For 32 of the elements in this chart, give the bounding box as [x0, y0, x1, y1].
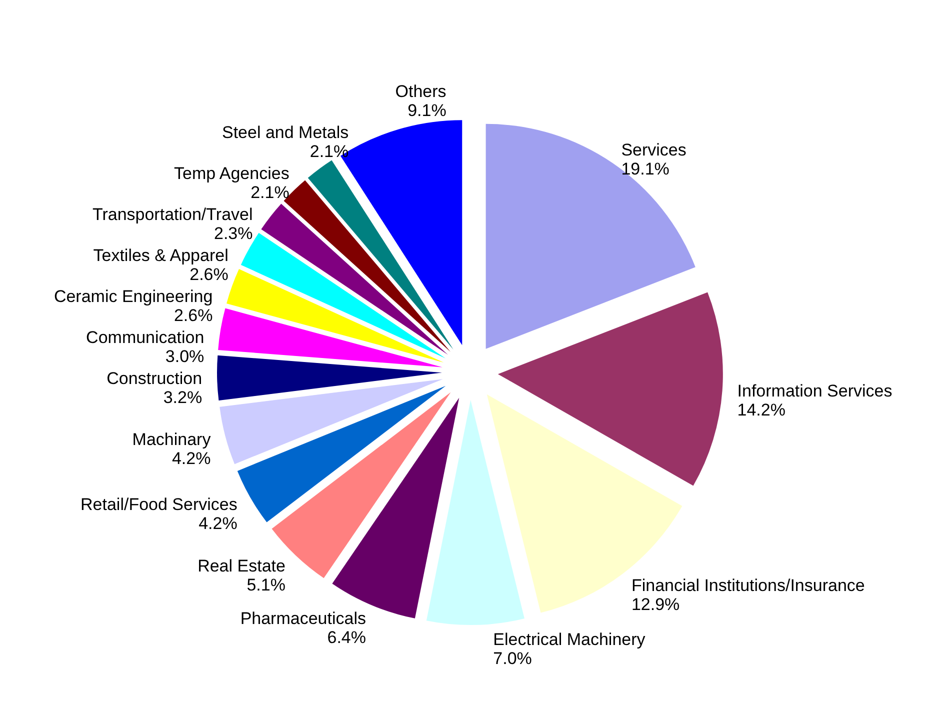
slice-label: Transportation/Travel [92, 205, 253, 224]
slice-label: Electrical Machinery [493, 630, 646, 649]
slice-label: Textiles & Apparel [93, 246, 228, 266]
data-label: 4.2% [198, 514, 238, 534]
data-label: 3.2% [163, 388, 202, 408]
data-label: 3.0% [165, 347, 204, 366]
data-label: 2.6% [190, 265, 228, 284]
data-label: 6.4% [327, 628, 366, 647]
slice-label: Financial Institutions/Insurance [631, 576, 865, 595]
slice-label: Machinary [132, 430, 212, 449]
data-label: 2.3% [214, 224, 253, 244]
data-label: 5.1% [246, 575, 286, 594]
data-label: 9.1% [408, 101, 446, 120]
slice-label: Ceramic Engineering [54, 287, 213, 306]
data-label: 2.1% [250, 183, 290, 202]
slice-label: Temp Agencies [174, 164, 290, 184]
data-label: 2.6% [174, 306, 213, 326]
slice-label: Construction [106, 369, 202, 388]
slice-label: Information Services [737, 382, 892, 401]
data-label: 14.2% [737, 400, 786, 420]
slice-label: Services [621, 140, 686, 160]
slice-label: Retail/Food Services [80, 495, 238, 514]
slice-label: Pharmaceuticals [240, 608, 366, 628]
data-label: 2.1% [310, 142, 349, 162]
data-label: 7.0% [493, 648, 532, 668]
slice-label: Steel and Metals [222, 123, 349, 142]
slice-label: Communication [86, 328, 204, 348]
data-label: 4.2% [172, 448, 211, 468]
slice-label: Others [395, 82, 446, 102]
slice-label: Real Estate [198, 556, 286, 576]
data-label: 12.9% [631, 594, 680, 614]
data-label: 19.1% [621, 160, 670, 179]
